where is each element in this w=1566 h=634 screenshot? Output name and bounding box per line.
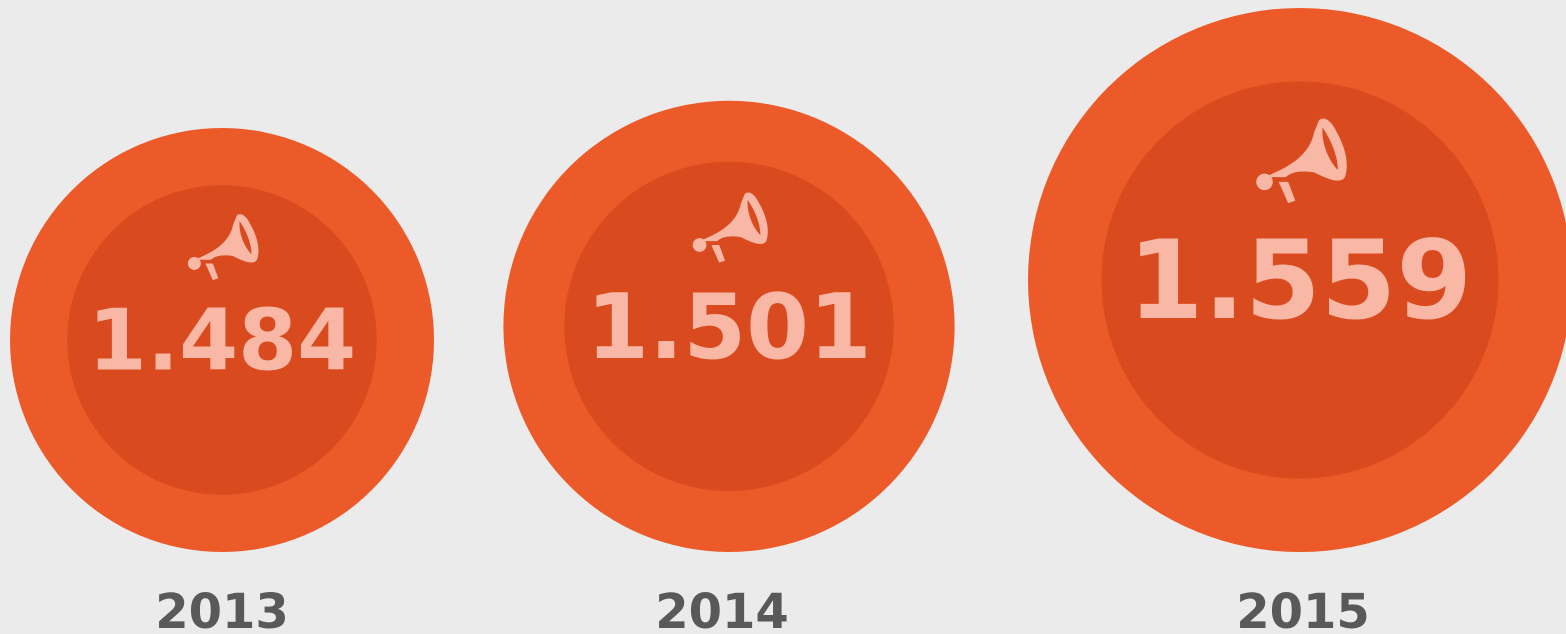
inner-bubble (1101, 81, 1499, 479)
year-label: 2014 (655, 584, 789, 634)
year-label: 2015 (1236, 584, 1370, 634)
inner-bubble (67, 185, 377, 495)
inner-bubble (564, 161, 894, 492)
value-label: 1.559 (1128, 217, 1472, 344)
value-label: 1.501 (586, 275, 871, 380)
year-label: 2013 (155, 584, 289, 634)
value-label: 1.484 (88, 290, 356, 389)
